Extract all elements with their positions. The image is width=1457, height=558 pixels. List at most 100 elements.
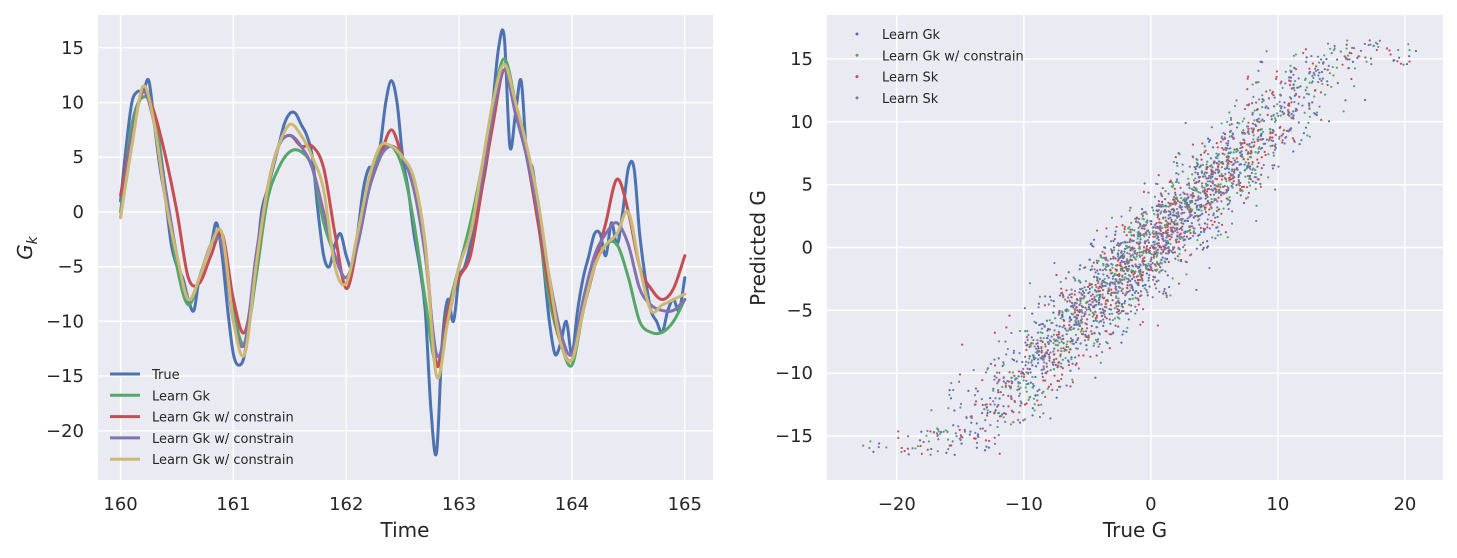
scatter-point [1204, 206, 1207, 209]
scatter-point [970, 421, 973, 424]
scatter-point [1264, 153, 1267, 157]
scatter-point [1006, 347, 1009, 351]
scatter-point [1167, 201, 1170, 204]
scatter-point [1036, 390, 1039, 393]
scatter-point [1110, 291, 1114, 294]
scatter-point [1162, 217, 1165, 220]
scatter-point [1214, 191, 1217, 194]
scatter-point [1226, 161, 1230, 164]
scatter-point [1231, 186, 1234, 189]
scatter-point [1127, 265, 1131, 268]
scatter-point [1280, 141, 1284, 144]
scatter-point [1119, 311, 1122, 314]
scatter-point [1124, 247, 1127, 250]
scatter-point [1274, 77, 1278, 80]
scatter-point [1209, 193, 1212, 196]
scatter-point [1220, 223, 1224, 226]
scatter-point [1064, 356, 1067, 360]
legend-entry: Learn Gk w/ constrain [882, 49, 1024, 64]
scatter-point [1031, 364, 1034, 367]
scatter-point [1001, 413, 1004, 416]
scatter-point [1048, 355, 1051, 359]
scatter-point [1040, 349, 1044, 352]
scatter-point [1172, 160, 1175, 164]
scatter-point [1292, 110, 1295, 113]
scatter-point [1211, 146, 1215, 149]
scatter-point [1151, 296, 1154, 299]
scatter-point [1217, 169, 1220, 172]
scatter-point [1013, 399, 1016, 403]
scatter-point [1118, 274, 1121, 278]
scatter-point [1016, 418, 1020, 422]
scatter-point [1125, 291, 1129, 294]
scatter-point [1378, 39, 1381, 42]
scatter-point [1133, 251, 1136, 254]
scatter-point [1201, 212, 1204, 215]
scatter-point [1123, 302, 1126, 305]
scatter-point [1177, 173, 1180, 176]
scatter-point [1224, 172, 1227, 175]
scatter-point [1167, 241, 1170, 245]
scatter-point [984, 429, 987, 433]
scatter-point [1301, 104, 1304, 107]
scatter-point [1024, 386, 1027, 389]
scatter-point [1254, 124, 1257, 127]
scatter-point [1047, 327, 1050, 331]
scatter-point [1153, 276, 1156, 279]
scatter-point [946, 438, 950, 441]
scatter-point [1215, 189, 1218, 192]
scatter-point [1073, 311, 1076, 314]
scatter-point [1342, 110, 1345, 113]
scatter-point [1267, 107, 1270, 110]
scatter-point [1007, 394, 1010, 397]
scatter-point [1236, 191, 1239, 195]
scatter-point [1190, 214, 1193, 217]
scatter-point [1405, 62, 1409, 66]
scatter-point [1133, 291, 1137, 294]
scatter-point [1164, 226, 1167, 229]
scatter-point [1177, 181, 1180, 184]
scatter-point [1138, 245, 1141, 248]
scatter-point [1217, 163, 1220, 166]
scatter-point [1252, 128, 1255, 132]
scatter-point [1408, 60, 1411, 63]
scatter-point [1175, 211, 1178, 215]
scatter-point [1242, 201, 1246, 205]
scatter-point [1175, 161, 1179, 165]
scatter-point [1157, 199, 1160, 203]
scatter-point [1294, 67, 1298, 71]
scatter-point [1071, 304, 1074, 307]
scatter-point [1310, 101, 1314, 104]
scatter-point [1163, 224, 1166, 227]
scatter-point [1037, 404, 1040, 407]
scatter-point [1165, 241, 1168, 244]
scatter-point [1104, 265, 1108, 268]
scatter-point [1305, 56, 1308, 59]
scatter-point [1061, 313, 1064, 316]
scatter-point [1375, 48, 1378, 52]
scatter-point [1326, 68, 1329, 71]
scatter-point [1165, 243, 1168, 246]
scatter-point [1224, 231, 1227, 234]
scatter-point [1318, 61, 1321, 64]
scatter-point [1066, 300, 1069, 303]
scatter-point [1144, 223, 1148, 227]
scatter-point [1173, 201, 1176, 204]
scatter-point [1177, 246, 1180, 249]
scatter-point [1229, 160, 1233, 164]
scatter-point [1185, 201, 1188, 204]
scatter-point [1075, 306, 1078, 309]
scatter-point [1227, 207, 1230, 211]
scatter-point [1141, 217, 1144, 220]
scatter-point [1272, 105, 1276, 108]
scatter-point [1154, 223, 1157, 226]
scatter-chart-ytick-label: −5 [786, 300, 813, 321]
scatter-point [1037, 353, 1040, 357]
scatter-point [1133, 279, 1137, 282]
line-chart-ytick-label: −5 [57, 257, 84, 278]
scatter-point [1154, 246, 1157, 249]
scatter-point [1132, 276, 1136, 279]
scatter-point [1168, 285, 1171, 289]
scatter-point [1317, 80, 1320, 84]
scatter-point [1242, 138, 1245, 141]
